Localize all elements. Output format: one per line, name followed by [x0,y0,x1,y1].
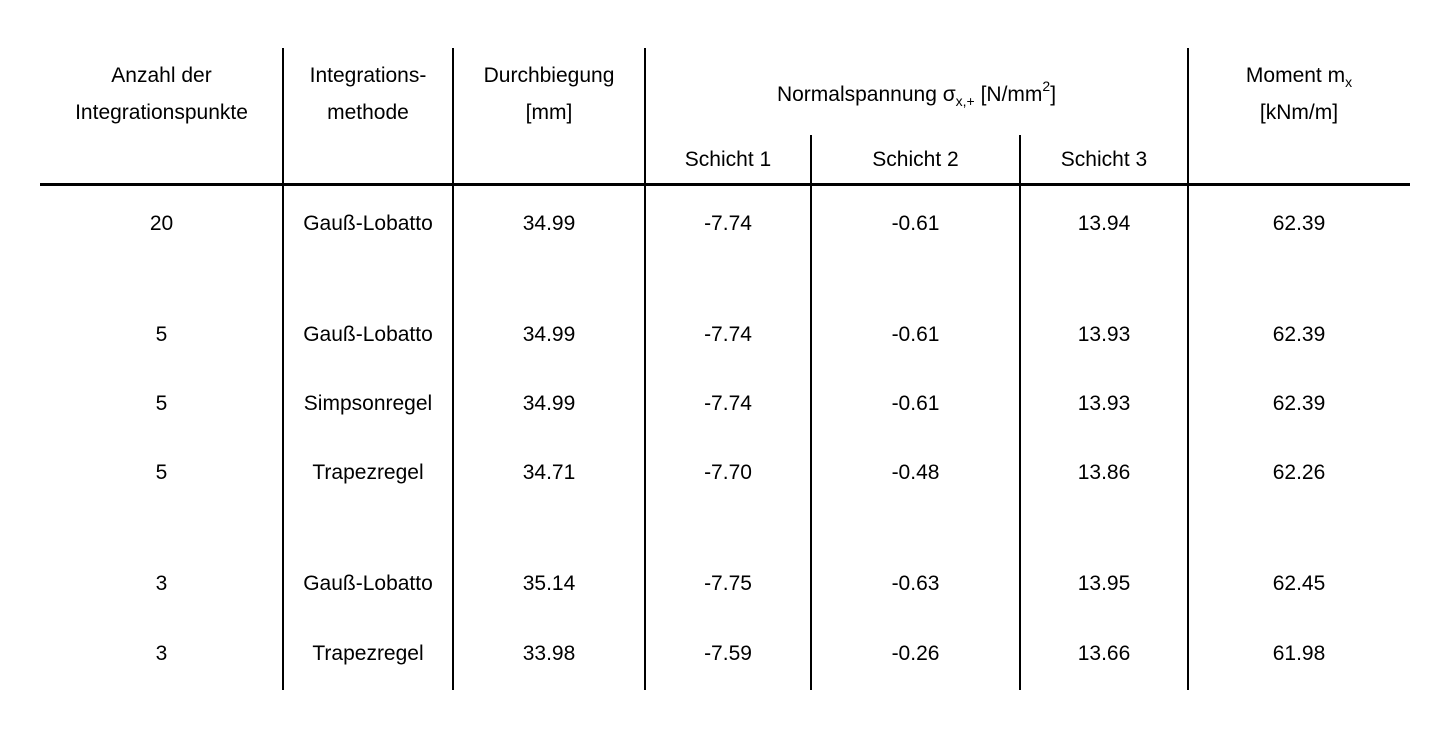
col-header-integration-points: Anzahl der Integrationspunkte [40,57,283,131]
cell-stress-layer2: -0.61 [891,322,940,346]
cell-deflection: 34.99 [522,322,576,346]
header-line: [kNm/m] [1259,101,1339,124]
cell-stress-layer3: 13.93 [1077,391,1131,415]
row-spacer [40,507,1410,549]
cell-stress-layer1: -7.74 [704,212,752,235]
header-line: methode [327,101,409,124]
cell-stress-layer3: 13.86 [1077,460,1131,484]
row-spacer [40,262,1410,300]
subcol-header-layer-2: Schicht 2 [872,148,959,171]
header-rule [40,183,1410,186]
table-body: 20 Gauß-Lobatto 34.99 -7.74 -0.61 13.94 … [40,186,1410,690]
cell-stress-layer2: -0.63 [891,571,940,595]
cell-stress-layer2: -0.61 [891,391,940,415]
column-separator [644,48,646,690]
header-line: [mm] [525,101,573,124]
table-row: 5 Simpsonregel 34.99 -7.74 -0.61 13.93 6… [40,369,1410,438]
layer-column-separator [810,135,812,690]
header-line: Anzahl der [111,64,212,87]
cell-integration-points: 3 [155,571,168,595]
table-row: 3 Gauß-Lobatto 35.14 -7.75 -0.63 13.95 6… [40,549,1410,618]
cell-integration-points: 5 [155,322,168,346]
cell-stress-layer3: 13.66 [1077,642,1131,665]
cell-stress-layer1: -7.59 [704,642,752,665]
cell-deflection: 34.99 [522,391,576,415]
cell-stress-layer2: -0.61 [891,212,940,235]
table-row: 5 Gauß-Lobatto 34.99 -7.74 -0.61 13.93 6… [40,300,1410,369]
unit-text: [N/mm [974,83,1043,106]
moment-subscript: x [1345,74,1353,90]
cell-stress-layer1: -7.70 [704,460,752,484]
header-line: Integrationspunkte [75,101,248,124]
col-header-integration-method: Integrations- methode [283,57,453,131]
cell-stress-layer1: -7.74 [704,322,752,346]
cell-deflection: 34.99 [522,212,576,235]
cell-method: Trapezregel [312,460,424,484]
header-line: Durchbiegung [483,64,615,87]
group-header-text: Normalspannung σ [776,83,956,106]
cell-method: Gauß-Lobatto [303,571,433,595]
cell-integration-points: 5 [155,391,168,415]
subcol-header-layer-3: Schicht 3 [1060,148,1148,171]
cell-moment: 62.45 [1272,571,1326,595]
table-row: 5 Trapezregel 34.71 -7.70 -0.48 13.86 62… [40,438,1410,507]
cell-moment: 61.98 [1272,642,1326,665]
cell-stress-layer2: -0.48 [891,460,940,484]
unit-close-bracket: ] [1050,83,1057,106]
cell-stress-layer1: -7.74 [704,391,752,415]
cell-method: Gauß-Lobatto [303,322,433,346]
cell-integration-points: 5 [155,460,168,484]
cell-stress-layer3: 13.93 [1077,322,1131,346]
cell-integration-points: 20 [149,212,174,235]
col-header-moment: Moment mx [kNm/m] [1188,57,1410,131]
sigma-subscript: x,+ [955,93,975,109]
cell-method: Gauß-Lobatto [303,212,433,235]
cell-method: Simpsonregel [303,391,433,415]
layer-column-separator [1019,135,1021,690]
cell-method: Trapezregel [312,642,424,665]
unit-superscript: 2 [1042,78,1051,94]
results-table: Anzahl der Integrationspunkte Integratio… [40,48,1410,690]
table-row: 3 Trapezregel 33.98 -7.59 -0.26 13.66 61… [40,618,1410,690]
cell-moment: 62.39 [1272,391,1326,415]
moment-header-text: Moment m [1245,64,1346,87]
cell-deflection: 34.71 [522,460,576,484]
cell-moment: 62.26 [1272,460,1326,484]
col-header-deflection: Durchbiegung [mm] [453,57,645,131]
table-row: 20 Gauß-Lobatto 34.99 -7.74 -0.61 13.94 … [40,186,1410,262]
cell-stress-layer2: -0.26 [891,642,940,665]
cell-moment: 62.39 [1272,322,1326,346]
header-line: Moment mx [1188,57,1410,94]
cell-deflection: 35.14 [522,571,576,595]
cell-deflection: 33.98 [522,642,576,665]
group-header-normal-stress: Normalspannung σx,+ [N/mm2] [645,76,1188,113]
column-separator [452,48,454,690]
cell-moment: 62.39 [1272,212,1326,235]
cell-stress-layer3: 13.95 [1077,571,1131,595]
subcol-header-layer-1: Schicht 1 [684,148,772,171]
column-separator [282,48,284,690]
cell-stress-layer3: 13.94 [1077,212,1131,235]
column-separator [1187,48,1189,690]
cell-stress-layer1: -7.75 [704,571,752,595]
header-line: Integrations- [309,64,427,87]
cell-integration-points: 3 [155,642,168,665]
